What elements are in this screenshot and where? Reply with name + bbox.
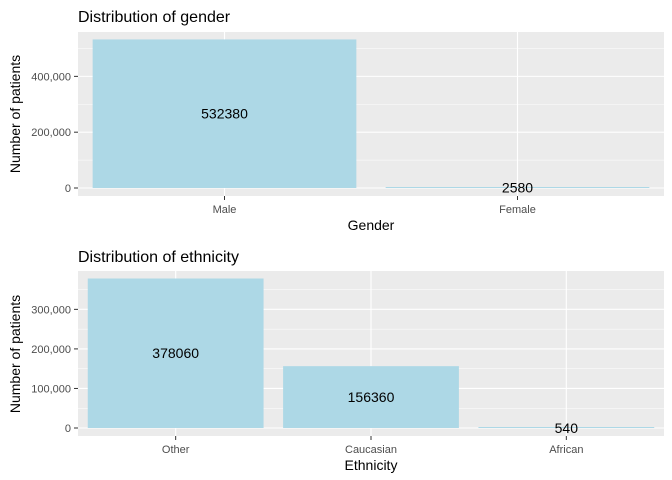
data-labels: 378060 156360 540 xyxy=(152,345,578,436)
chart-ethnicity: Distribution of ethnicity 378060 156360 54… xyxy=(7,249,664,473)
bar-african xyxy=(478,427,655,428)
data-label: 156360 xyxy=(348,389,395,405)
y-axis-title: Number of patients xyxy=(7,55,23,173)
x-tick-label: Male xyxy=(213,204,237,216)
y-tick-label: 300,000 xyxy=(31,304,71,316)
x-axis-title: Ethnicity xyxy=(345,457,398,473)
y-tick-label: 0 xyxy=(65,423,71,435)
y-axis-ticks: 0 100,000 200,000 300,000 xyxy=(31,304,78,435)
bars xyxy=(92,39,650,189)
x-tick-label: Caucasian xyxy=(345,444,397,456)
bar-caucasian xyxy=(283,366,459,428)
data-label: 378060 xyxy=(152,345,199,361)
chart-title: Distribution of gender xyxy=(78,9,231,26)
data-label: 540 xyxy=(555,420,579,436)
bar-male xyxy=(92,39,357,189)
x-axis-ticks: Other Caucasian African xyxy=(162,436,583,456)
x-tick-label: Female xyxy=(499,204,536,216)
bars xyxy=(87,278,655,428)
chart-title: Distribution of ethnicity xyxy=(78,249,239,266)
y-tick-label: 200,000 xyxy=(31,344,71,356)
x-axis-ticks: Male Female xyxy=(213,196,536,216)
data-labels: 532380 2580 xyxy=(201,106,533,196)
x-tick-label: Other xyxy=(162,444,190,456)
y-tick-label: 0 xyxy=(65,183,71,195)
bar-other xyxy=(87,278,264,428)
x-axis-title: Gender xyxy=(348,217,395,233)
y-tick-label: 100,000 xyxy=(31,383,71,395)
data-label: 532380 xyxy=(201,106,248,122)
data-label: 2580 xyxy=(502,180,533,196)
bar-female xyxy=(385,187,650,188)
y-tick-label: 200,000 xyxy=(31,127,71,139)
y-axis-ticks: 0 200,000 400,000 xyxy=(31,71,78,195)
x-tick-label: African xyxy=(549,444,583,456)
y-tick-label: 400,000 xyxy=(31,71,71,83)
y-axis-title: Number of patients xyxy=(7,295,23,413)
chart-gender: Distribution of gender 532380 2580 0 200,0… xyxy=(7,9,664,233)
